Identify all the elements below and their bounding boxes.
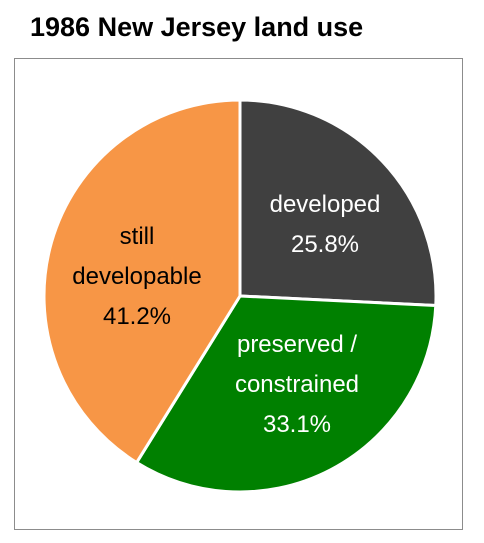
slice-label: developed 25.8% bbox=[240, 185, 410, 265]
chart-frame bbox=[14, 58, 463, 530]
value-label: 33.1% bbox=[262, 411, 332, 438]
chart-title: 1986 New Jersey land use bbox=[30, 12, 364, 42]
category-label: preserved / constrained bbox=[234, 331, 360, 398]
pie-slice bbox=[42, 98, 242, 465]
value-label: 41.2% bbox=[102, 303, 172, 330]
value-label: 25.8% bbox=[290, 231, 360, 258]
pie-slice bbox=[238, 98, 438, 308]
category-label: still developable bbox=[72, 223, 202, 290]
pie-slice bbox=[135, 294, 438, 494]
slice-label: preserved / constrained 33.1% bbox=[202, 325, 392, 445]
category-label: developed bbox=[269, 191, 381, 218]
slice-label: still developable 41.2% bbox=[67, 217, 207, 337]
